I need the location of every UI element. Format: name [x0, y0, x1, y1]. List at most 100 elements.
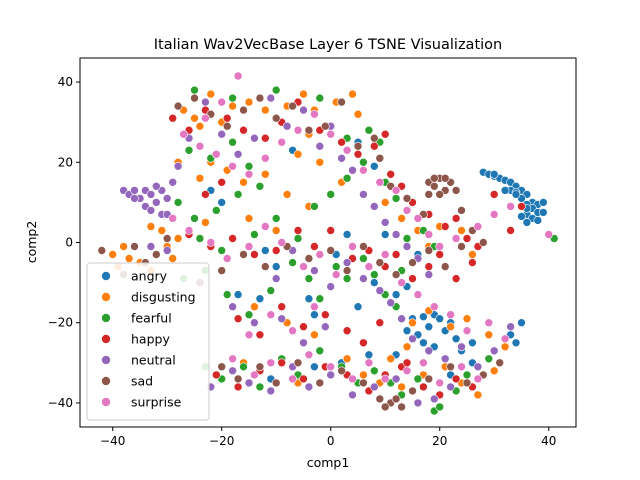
point-surprise-33	[299, 262, 308, 271]
y-tick-label: 20	[58, 155, 73, 169]
point-sad-56	[315, 378, 325, 388]
point-neutral-53	[506, 322, 515, 332]
point-fearful-27	[222, 290, 232, 299]
point-fearful-56	[462, 370, 472, 380]
point-disgusting-55	[386, 354, 396, 364]
legend-marker-surprise	[101, 397, 111, 407]
point-angry-41	[468, 338, 477, 348]
point-surprise-58	[457, 362, 466, 372]
point-neutral-63	[391, 374, 401, 384]
point-happy-4	[239, 125, 248, 135]
point-surprise-5	[212, 150, 221, 159]
point-angry-29	[419, 312, 428, 322]
point-disgusting-33	[315, 158, 325, 167]
point-disgusting-11	[190, 113, 199, 123]
point-neutral-42	[342, 258, 352, 267]
point-disgusting-29	[260, 170, 270, 179]
point-angry-59	[217, 198, 226, 207]
point-surprise-39	[397, 278, 406, 287]
legend-label-angry: angry	[131, 269, 168, 284]
point-surprise-56	[419, 358, 428, 368]
point-disgusting-50	[446, 322, 455, 332]
point-neutral-26	[299, 105, 308, 115]
point-happy-40	[435, 250, 445, 259]
point-happy-52	[212, 370, 221, 380]
point-angry-65	[364, 350, 374, 360]
point-fearful-14	[310, 202, 319, 211]
point-happy-43	[233, 314, 243, 324]
point-surprise-7	[244, 170, 254, 179]
x-axis: −40 −20 0 20 40	[100, 427, 556, 448]
point-neutral-31	[359, 190, 368, 199]
legend-marker-neutral	[101, 355, 111, 365]
point-surprise-49	[288, 374, 297, 384]
point-angry-46	[255, 294, 265, 304]
point-happy-53	[233, 382, 243, 392]
legend-label-happy: happy	[131, 332, 170, 347]
point-disgusting-12	[206, 89, 216, 99]
legend-label-fearful: fearful	[131, 311, 172, 326]
point-angry-19	[517, 212, 526, 221]
point-neutral-43	[359, 274, 368, 283]
point-happy-33	[326, 226, 336, 235]
point-disgusting-68	[473, 390, 483, 400]
legend-label-sad: sad	[131, 374, 153, 389]
point-neutral-64	[413, 398, 423, 408]
point-happy-38	[408, 274, 417, 283]
point-angry-50	[369, 278, 379, 287]
point-happy-64	[451, 374, 461, 384]
point-surprise-4	[195, 141, 205, 151]
point-disgusting-53	[500, 342, 510, 352]
point-fearful-35	[359, 254, 368, 263]
point-neutral-45	[386, 298, 396, 308]
point-neutral-62	[369, 382, 379, 392]
point-surprise-60	[244, 330, 254, 340]
point-disgusting-23	[353, 109, 363, 119]
point-sad-11	[255, 93, 265, 103]
point-surprise-19	[424, 230, 434, 239]
point-surprise-28	[206, 238, 216, 247]
point-surprise-26	[168, 214, 177, 223]
point-disgusting-30	[282, 190, 292, 199]
legend-label-surprise: surprise	[131, 395, 182, 410]
point-sad-42	[326, 246, 336, 255]
point-fearful-15	[326, 190, 336, 199]
point-fearful-58	[190, 85, 199, 95]
point-happy-31	[293, 226, 303, 235]
point-disgusting-58	[310, 330, 319, 340]
point-neutral-67	[277, 314, 287, 324]
point-angry-42	[517, 318, 526, 328]
point-surprise-50	[304, 350, 314, 360]
point-surprise-31	[260, 222, 270, 231]
point-disgusting-56	[250, 302, 259, 312]
point-angry-30	[424, 322, 434, 332]
point-neutral-65	[429, 394, 439, 404]
y-tick-label: 0	[65, 236, 73, 250]
legend-box	[86, 262, 210, 421]
legend-marker-fearful	[101, 313, 111, 323]
point-sad-67	[462, 378, 472, 388]
point-angry-70	[342, 230, 352, 239]
point-neutral-60	[326, 370, 336, 380]
point-surprise-12	[326, 129, 336, 139]
point-sad-29	[424, 190, 434, 199]
point-angry-38	[451, 334, 461, 344]
point-happy-3	[222, 113, 232, 123]
point-angry-60	[271, 262, 281, 271]
point-angry-39	[402, 326, 412, 336]
point-neutral-46	[397, 314, 406, 324]
point-surprise-37	[364, 262, 374, 271]
point-surprise-53	[364, 358, 374, 368]
point-disgusting-3	[119, 242, 128, 251]
point-surprise-9	[277, 137, 287, 147]
point-fearful-10	[217, 246, 226, 255]
point-neutral-12	[130, 194, 139, 203]
legend-label-neutral: neutral	[131, 353, 176, 368]
point-sad-65	[424, 374, 434, 384]
point-disgusting-36	[380, 198, 390, 207]
chart-title: Italian Wav2VecBase Layer 6 TSNE Visuali…	[154, 37, 502, 53]
point-fearful-63	[364, 125, 374, 135]
point-fearful-57	[484, 354, 494, 364]
point-happy-41	[451, 274, 461, 283]
point-sad-30	[440, 174, 450, 183]
